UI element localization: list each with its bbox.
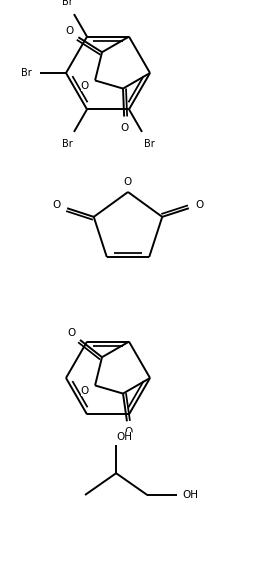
Text: Br: Br (62, 139, 72, 149)
Text: O: O (195, 200, 204, 210)
Text: Br: Br (144, 139, 154, 149)
Text: OH: OH (116, 432, 132, 442)
Text: Br: Br (21, 68, 31, 78)
Text: O: O (52, 200, 61, 210)
Text: Br: Br (62, 0, 72, 7)
Text: O: O (81, 82, 89, 91)
Text: O: O (124, 427, 133, 437)
Text: OH: OH (182, 490, 198, 500)
Text: O: O (81, 386, 89, 396)
Text: O: O (121, 123, 129, 132)
Text: O: O (65, 26, 73, 37)
Text: O: O (124, 177, 132, 187)
Text: O: O (67, 328, 76, 338)
